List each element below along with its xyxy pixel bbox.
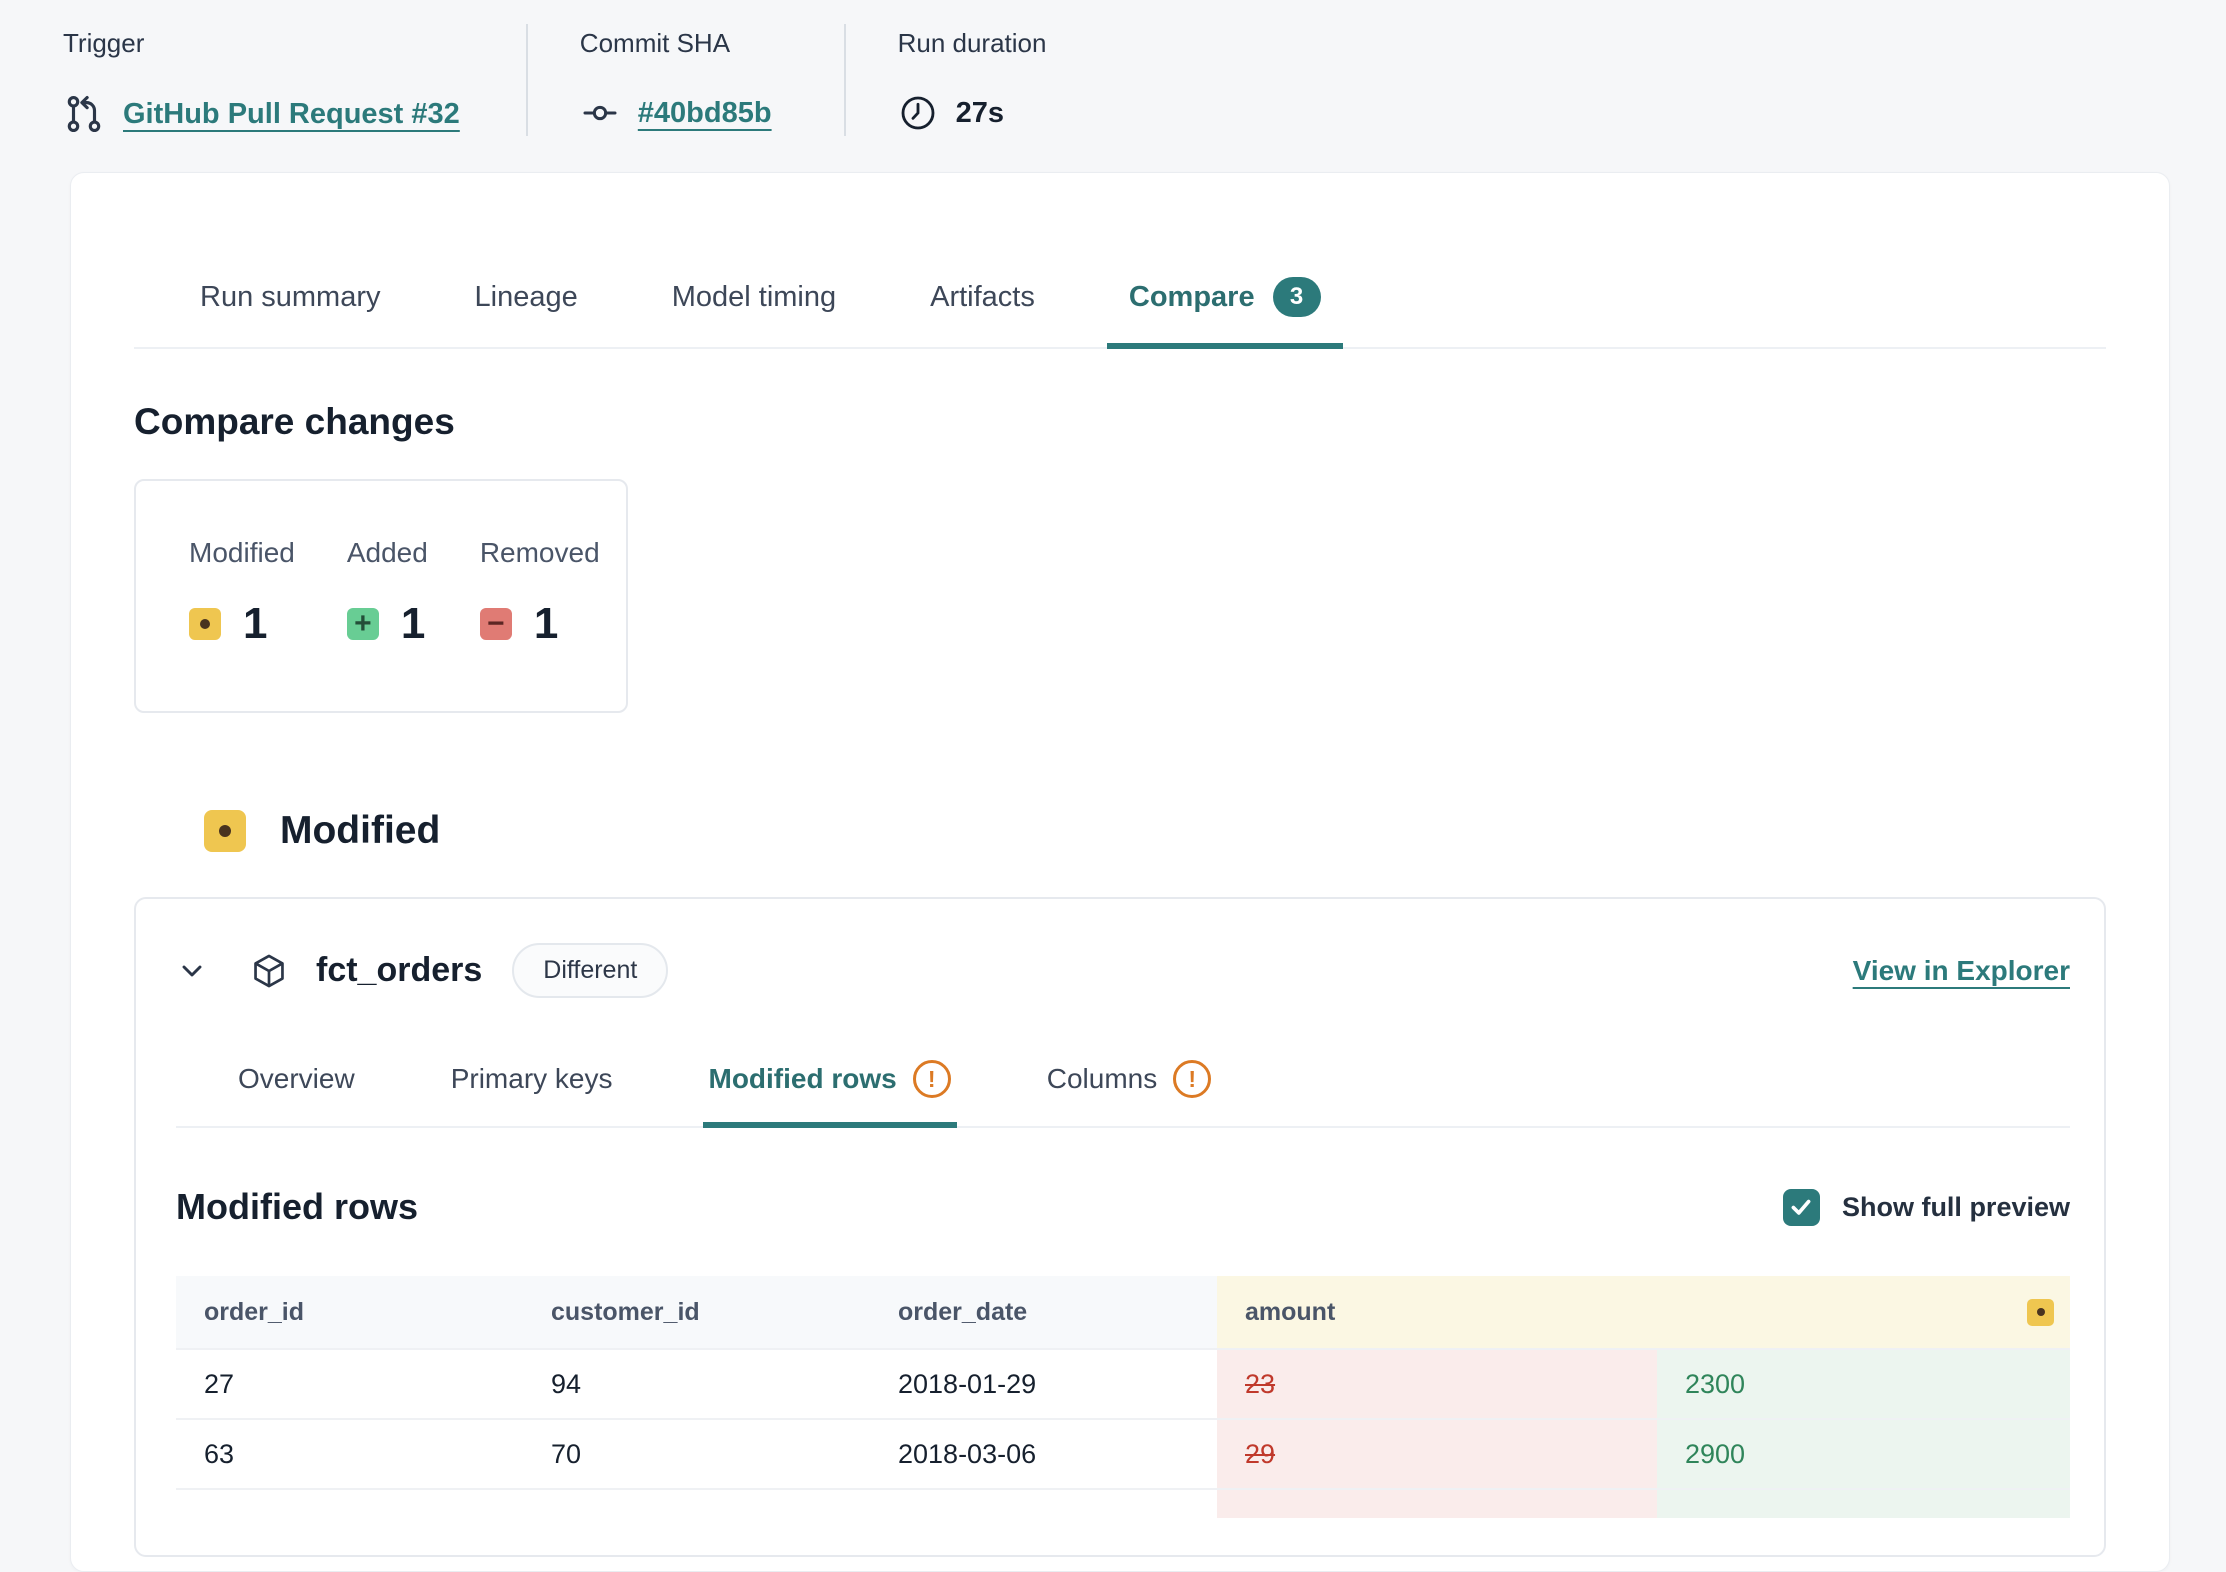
stat-modified: Modified 1 [189,537,295,649]
subtab-modified-rows[interactable]: Modified rows ! [702,1060,957,1128]
cell-amount-new: 2300 [1657,1348,2070,1419]
show-full-preview-label: Show full preview [1841,1191,2070,1222]
modified-rows-table: order_id customer_id order_date amount [176,1276,2070,1518]
cell-customer-id: 94 [523,1348,870,1419]
duration-block: Run duration 27s [843,24,1047,136]
subtab-primary-keys[interactable]: Primary keys [450,1063,613,1094]
commit-block: Commit SHA #40bd85b [525,24,844,136]
model-card-header: fct_orders Different View in Explorer [136,899,2104,998]
commit-sha-link[interactable]: #40bd85b [637,96,772,129]
chevron-down-icon[interactable] [176,955,208,987]
column-header-order-id: order_id [176,1276,523,1349]
compare-count-badge: 3 [1272,277,1321,317]
table-row: 27 94 2018-01-29 23 2300 [176,1348,2070,1419]
run-info-header: Trigger GitHub Pull Request #32 Commit S… [0,0,2226,136]
tab-model-timing[interactable]: Model timing [671,280,837,313]
compare-changes-heading: Compare changes [134,401,455,442]
trigger-label: Trigger [63,28,145,58]
show-full-preview-toggle[interactable]: Show full preview [1782,1188,2070,1226]
tab-artifacts[interactable]: Artifacts [930,280,1035,313]
modified-group-heading: Modified [204,809,2169,853]
modified-group-title: Modified [280,809,441,852]
view-in-explorer-link[interactable]: View in Explorer [1852,954,2070,986]
checkbox-checked-icon[interactable] [1782,1188,1820,1226]
column-header-amount: amount [1217,1276,2070,1349]
run-detail-card: Run summary Lineage Model timing Artifac… [70,172,2170,1572]
pull-request-icon [63,93,105,135]
cell-order-id: 27 [176,1348,523,1419]
stat-added-label: Added [346,537,428,568]
tab-run-summary[interactable]: Run summary [200,280,381,313]
modified-icon [204,810,246,852]
run-tabs: Run summary Lineage Model timing Artifac… [134,277,2106,349]
modified-icon [189,608,221,640]
stat-added: Added + 1 [346,537,428,649]
model-name: fct_orders [316,951,483,989]
table-header-row: order_id customer_id order_date amount [176,1276,2070,1349]
commit-label: Commit SHA [579,28,731,58]
stat-removed: Removed − 1 [479,537,600,649]
tab-compare[interactable]: Compare 3 [1106,277,1343,349]
subtab-overview[interactable]: Overview [238,1063,355,1094]
removed-icon: − [479,608,512,640]
modified-rows-heading: Modified rows [176,1186,418,1227]
column-header-customer-id: customer_id [523,1276,870,1349]
subtab-columns[interactable]: Columns ! [1047,1060,1212,1126]
compare-summary-card: Modified 1 Added + 1 Removed − 1 [134,479,628,713]
trigger-block: Trigger GitHub Pull Request #32 [63,24,526,136]
stat-modified-label: Modified [189,537,295,568]
added-icon: + [346,608,379,640]
tab-lineage[interactable]: Lineage [474,280,578,313]
column-header-order-date: order_date [870,1276,1217,1349]
warning-icon: ! [1173,1060,1212,1098]
model-subtabs: Overview Primary keys Modified rows ! Co… [176,1060,2070,1128]
warning-icon: ! [912,1060,951,1098]
trigger-link[interactable]: GitHub Pull Request #32 [123,97,460,130]
cell-order-date: 2018-01-29 [870,1348,1217,1419]
modified-rows-panel: Modified rows Show full preview order_id… [136,1128,2104,1518]
stat-removed-count: 1 [533,599,559,648]
model-card-fct-orders: fct_orders Different View in Explorer Ov… [134,897,2106,1557]
stat-removed-label: Removed [479,537,600,568]
run-duration-value: 27s [955,96,1004,129]
clock-icon [898,93,938,133]
duration-label: Run duration [897,28,1047,58]
table-row-partial [176,1488,2070,1518]
modified-column-indicator-icon [2027,1298,2054,1326]
stat-modified-count: 1 [243,599,268,648]
commit-icon [580,93,620,133]
cell-amount-old: 23 [1217,1348,1657,1419]
stat-added-count: 1 [400,599,426,648]
model-cube-icon [250,952,288,990]
model-state-badge: Different [512,943,669,998]
